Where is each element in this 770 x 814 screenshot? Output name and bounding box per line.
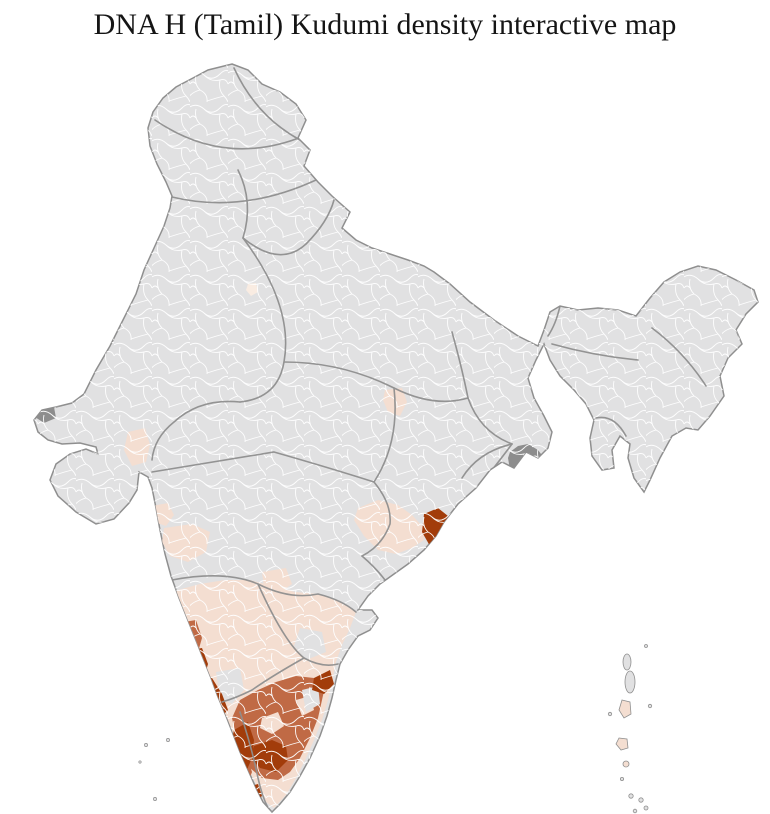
andaman-nicobar-chain[interactable] (607, 644, 653, 814)
region-car-nicobar (622, 760, 630, 768)
lakshadweep-islands[interactable] (138, 738, 170, 801)
state-boundaries (151, 67, 707, 809)
region-little-andaman (615, 737, 629, 751)
page-title: DNA H (Tamil) Kudumi density interactive… (93, 8, 677, 41)
district-boundaries-mesh (34, 64, 758, 812)
region-south-andaman (618, 699, 632, 719)
